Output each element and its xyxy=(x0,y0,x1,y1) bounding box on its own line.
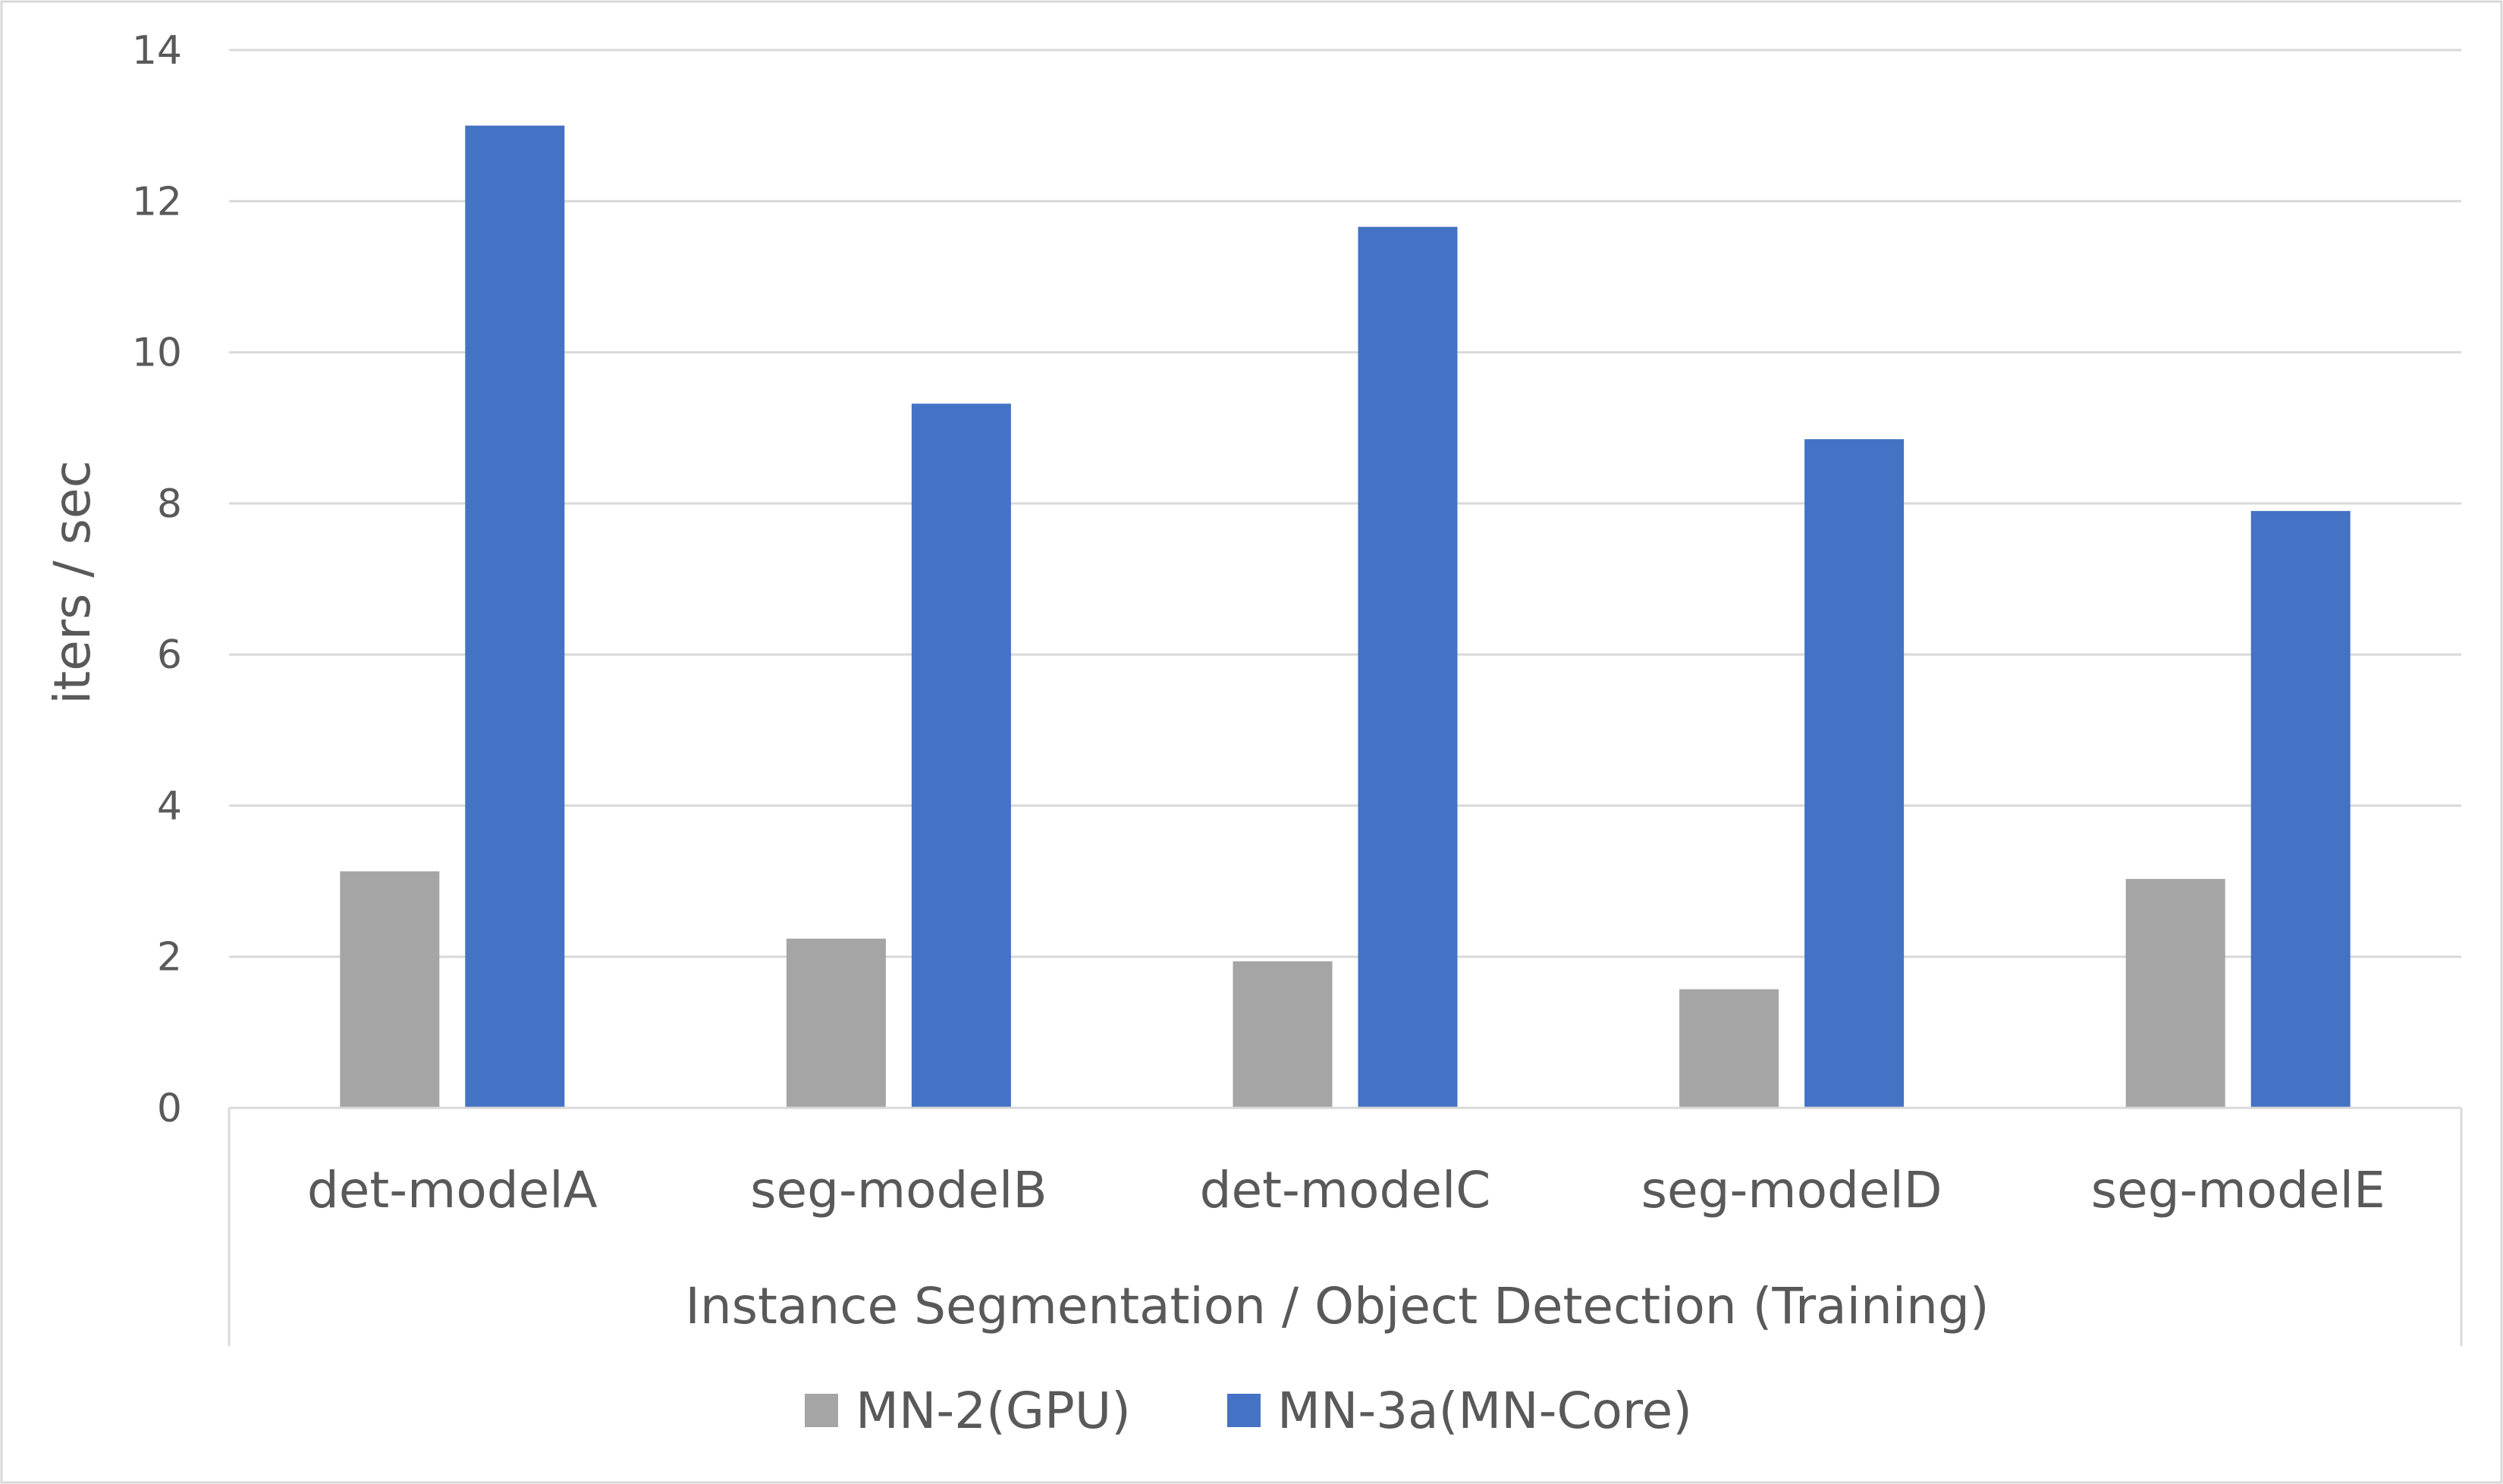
bar-seg-modelE-mn3a xyxy=(2250,510,2351,1108)
bar-seg-modelE-mn2 xyxy=(2125,879,2225,1108)
y-axis-ticks: 0 2 4 6 8 10 12 14 xyxy=(132,28,182,1131)
bar-det-modelA-mn2 xyxy=(340,871,440,1108)
category-axis: det-modelA seg-modelB det-modelC seg-modelD… xyxy=(228,1106,2463,1346)
y-tick-label: 12 xyxy=(132,179,182,224)
legend-label: MN-3a(MN-Core) xyxy=(1277,1382,1692,1440)
x-category-label: seg-modelB xyxy=(750,1161,1047,1219)
x-category-label: det-modelA xyxy=(307,1161,598,1219)
x-category-label: seg-modelE xyxy=(2091,1161,2385,1219)
legend-swatch xyxy=(805,1394,838,1427)
bar-det-modelA-mn3a xyxy=(465,125,565,1109)
x-axis-title: Instance Segmentation / Object Detection… xyxy=(685,1277,1989,1335)
y-tick-label: 0 xyxy=(157,1086,182,1131)
y-tick-label: 4 xyxy=(157,783,182,829)
x-category-label: det-modelC xyxy=(1200,1161,1491,1219)
bar-det-modelC-mn2 xyxy=(1233,961,1333,1108)
bar-seg-modelB-mn2 xyxy=(786,938,886,1108)
x-category-label: seg-modelD xyxy=(1641,1161,1942,1219)
bar-seg-modelB-mn3a xyxy=(911,403,1011,1108)
y-tick-label: 10 xyxy=(132,331,182,376)
gridlines xyxy=(229,49,2461,958)
bar-seg-modelD-mn2 xyxy=(1679,989,1779,1108)
y-tick-label: 14 xyxy=(132,28,182,74)
y-tick-label: 2 xyxy=(157,935,182,980)
y-axis-title: iters / sec xyxy=(43,460,102,704)
y-tick-label: 6 xyxy=(157,632,182,678)
bar-seg-modelD-mn3a xyxy=(1804,439,1905,1108)
y-tick-label: 8 xyxy=(157,482,182,527)
legend: MN-2(GPU) MN-3a(MN-Core) xyxy=(805,1382,1692,1440)
bar-det-modelC-mn3a xyxy=(1358,227,1458,1108)
legend-swatch xyxy=(1227,1394,1261,1427)
legend-label: MN-2(GPU) xyxy=(856,1382,1131,1440)
bars xyxy=(340,125,2351,1109)
